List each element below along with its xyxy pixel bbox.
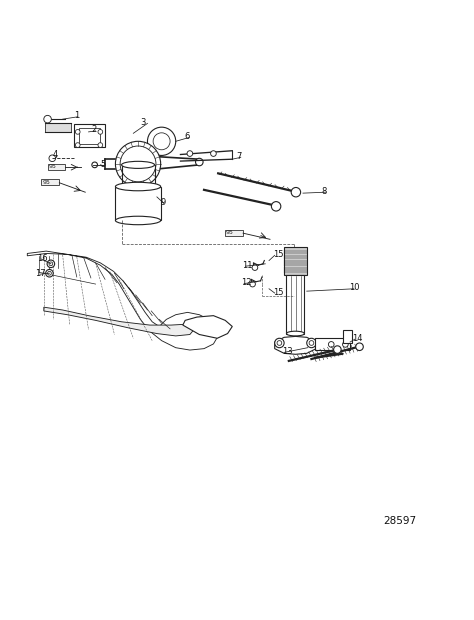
Text: 15: 15 [273,250,284,259]
Text: 10: 10 [349,283,360,292]
Text: 28597: 28597 [383,516,416,526]
Text: 14: 14 [353,334,363,343]
Circle shape [277,340,282,345]
Circle shape [98,143,103,148]
Circle shape [92,162,98,167]
Polygon shape [275,337,316,354]
Text: 2: 2 [91,125,96,135]
Circle shape [116,141,161,187]
Circle shape [49,155,55,162]
Text: 4: 4 [52,150,57,159]
Text: 17: 17 [36,268,46,278]
Circle shape [46,270,53,277]
Circle shape [47,260,55,268]
Text: 95: 95 [42,180,50,185]
Text: 7: 7 [236,152,241,161]
Circle shape [272,202,281,211]
FancyBboxPatch shape [41,179,59,185]
FancyBboxPatch shape [45,123,71,132]
Circle shape [47,272,51,275]
Text: 5: 5 [100,161,106,169]
Circle shape [307,339,316,348]
Circle shape [291,187,301,197]
Circle shape [334,346,341,353]
Circle shape [356,343,363,350]
Text: 6: 6 [184,132,190,141]
Ellipse shape [116,182,161,191]
Text: 3: 3 [140,118,146,127]
Text: 16: 16 [36,254,47,263]
Ellipse shape [286,331,304,336]
FancyBboxPatch shape [315,339,350,350]
Text: 95: 95 [48,164,56,169]
Ellipse shape [121,184,155,191]
Polygon shape [27,251,218,350]
Ellipse shape [121,161,155,169]
Circle shape [250,281,255,287]
Circle shape [98,130,103,135]
Circle shape [75,130,80,135]
FancyBboxPatch shape [79,128,100,144]
Text: 8: 8 [322,187,327,196]
Text: 13: 13 [282,347,292,356]
Text: 95: 95 [226,230,234,235]
Circle shape [328,342,334,347]
FancyBboxPatch shape [74,124,105,148]
Circle shape [252,265,258,270]
Text: 15: 15 [273,288,284,296]
FancyBboxPatch shape [284,247,307,275]
Circle shape [120,146,156,182]
Circle shape [187,151,193,156]
Circle shape [75,143,80,148]
Text: 1: 1 [74,112,80,120]
Circle shape [44,115,51,123]
FancyBboxPatch shape [116,187,161,221]
Text: 12: 12 [241,278,251,287]
Circle shape [147,127,176,156]
Circle shape [210,151,216,156]
Text: 11: 11 [242,261,252,270]
FancyBboxPatch shape [286,275,304,334]
Circle shape [343,342,348,347]
Circle shape [309,340,314,345]
FancyBboxPatch shape [343,330,353,343]
Polygon shape [44,307,195,336]
Ellipse shape [116,216,161,224]
FancyBboxPatch shape [225,230,243,236]
FancyBboxPatch shape [47,164,65,170]
Text: 9: 9 [161,198,166,207]
Polygon shape [183,316,232,339]
Circle shape [196,158,203,166]
Circle shape [153,133,170,150]
Circle shape [275,339,284,348]
Circle shape [49,262,53,266]
